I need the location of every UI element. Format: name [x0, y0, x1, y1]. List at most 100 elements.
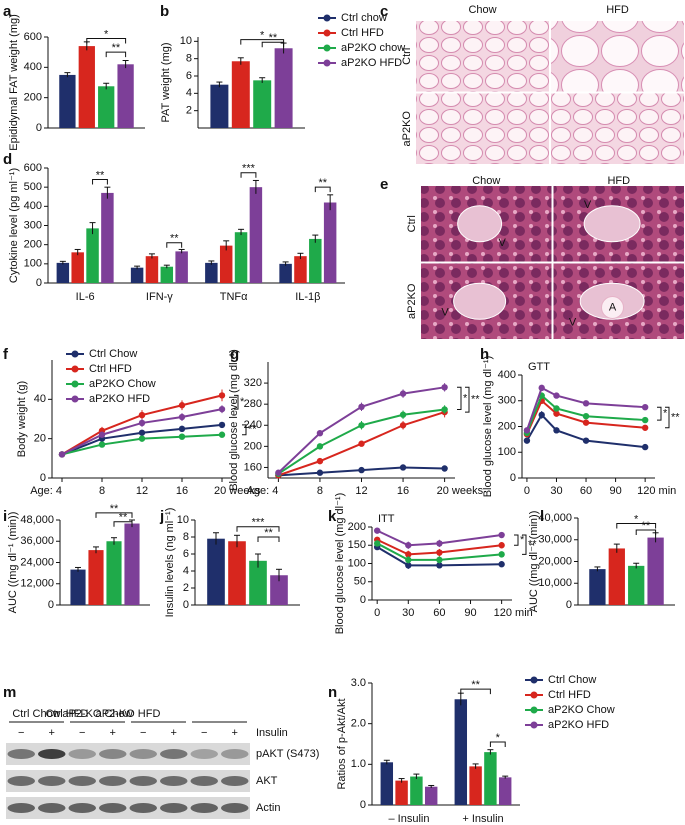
- bar: [71, 252, 84, 283]
- x-tick-label: 20 weeks: [214, 485, 261, 497]
- y-tick-label: 2: [183, 582, 189, 594]
- significance-label: **: [112, 42, 121, 54]
- point: [358, 403, 365, 411]
- point: [441, 406, 448, 413]
- point: [218, 421, 226, 429]
- vessel: [601, 296, 624, 319]
- y-tick-label: 300: [498, 395, 516, 407]
- bar: [98, 86, 115, 128]
- treatment-sign: +: [110, 727, 116, 739]
- x-tick-label: Age: 4: [30, 485, 62, 497]
- significance-label: *: [463, 392, 468, 404]
- bar: [88, 550, 104, 605]
- bar: [294, 256, 307, 283]
- y-tick-label: 10: [180, 35, 192, 47]
- significance-bracket: [242, 424, 247, 436]
- panel-letter: g: [230, 346, 239, 363]
- point: [138, 411, 146, 419]
- blot-band: [129, 749, 157, 759]
- bar: [309, 238, 322, 283]
- x-tick-label: IFN-γ: [146, 291, 173, 303]
- point: [582, 437, 590, 444]
- point: [641, 403, 649, 411]
- structure-label: A: [609, 301, 617, 313]
- significance-bracket: [314, 186, 331, 193]
- bar: [647, 537, 664, 605]
- bar: [59, 74, 76, 128]
- point: [178, 433, 186, 440]
- row-label: aP2KO: [406, 283, 418, 319]
- blot-band: [190, 776, 218, 786]
- bar: [175, 251, 188, 283]
- y-tick-label: 100: [24, 258, 42, 270]
- y-tick-label: 0: [566, 599, 572, 611]
- series-line: [376, 546, 502, 567]
- column-label: HFD: [607, 175, 630, 187]
- treatment-sign: +: [49, 727, 55, 739]
- significance-bracket: [105, 51, 127, 58]
- series-line: [376, 542, 502, 561]
- significance-bracket: [657, 406, 662, 421]
- series-line: [376, 538, 502, 556]
- point: [498, 542, 505, 549]
- band-label: pAKT (S473): [256, 748, 319, 760]
- point: [178, 402, 186, 409]
- point: [641, 424, 649, 431]
- bar: [160, 266, 174, 283]
- point: [373, 540, 381, 547]
- y-axis-label: PAT weight (mg): [160, 42, 172, 122]
- micrograph: [416, 93, 549, 164]
- significance-label: ***: [242, 163, 256, 175]
- legend-marker: [530, 691, 538, 699]
- panel-letter: m: [3, 684, 16, 701]
- point: [436, 549, 443, 556]
- point: [138, 435, 146, 442]
- y-tick-label: 0: [40, 472, 46, 484]
- panel-letter: k: [328, 508, 337, 525]
- bar: [56, 262, 70, 283]
- point: [373, 527, 381, 534]
- column-label: Chow: [468, 4, 496, 16]
- bar: [608, 548, 625, 605]
- blot-strip: [6, 743, 250, 765]
- point: [498, 561, 505, 568]
- point: [399, 411, 407, 418]
- micrograph: [416, 21, 549, 92]
- significance-bracket: [489, 741, 506, 747]
- structure-label: V: [441, 306, 449, 318]
- bar: [124, 523, 140, 605]
- band-label: AKT: [256, 775, 278, 787]
- point: [138, 419, 146, 427]
- point: [178, 413, 186, 421]
- band-label: Actin: [256, 802, 280, 814]
- group-label: Ctrl HFD: [46, 708, 89, 720]
- y-axis-label: AUC ((mg dl⁻¹ (min)): [7, 512, 19, 614]
- y-tick-label: 6: [183, 548, 189, 560]
- treatment-label: Insulin: [256, 727, 288, 739]
- bar: [101, 192, 114, 283]
- point: [316, 457, 324, 465]
- chart-title: GTT: [528, 361, 550, 373]
- legend-label: aP2KO Chow: [548, 704, 615, 716]
- significance-bracket: [514, 534, 519, 546]
- significance-bracket: [240, 172, 257, 178]
- x-tick-label: 0: [374, 607, 380, 619]
- blot-band: [99, 776, 127, 786]
- significance-label: **: [318, 177, 327, 189]
- significance-label: *: [634, 513, 639, 525]
- significance-label: **: [642, 520, 651, 532]
- blot-band: [190, 803, 218, 813]
- bar: [249, 560, 267, 605]
- bar: [628, 565, 645, 605]
- panel-letter: d: [3, 151, 12, 168]
- point: [218, 431, 226, 438]
- y-tick-label: 100: [348, 557, 366, 569]
- significance-bracket: [261, 41, 285, 48]
- y-tick-label: 0: [36, 277, 42, 289]
- treatment-sign: −: [18, 727, 24, 739]
- blot-band: [99, 749, 127, 759]
- blot-band: [38, 803, 66, 813]
- y-tick-label: 50: [354, 576, 366, 588]
- blot-band: [7, 749, 35, 759]
- y-tick-label: 200: [24, 239, 42, 251]
